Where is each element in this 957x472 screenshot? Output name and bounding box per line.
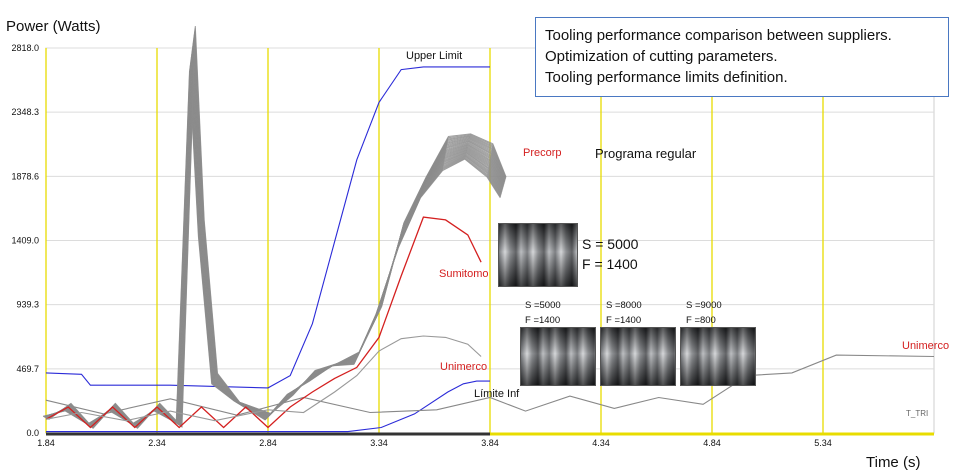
photo-1-f: F =1400 xyxy=(525,315,561,326)
annotation-programa-regular: Programa regular xyxy=(595,146,697,161)
series-curve xyxy=(42,70,501,425)
annotation-precorp: Precorp xyxy=(523,147,562,159)
y-axis-title: Power (Watts) xyxy=(6,18,100,35)
annotation-sumitomo: Sumitomo xyxy=(439,268,489,280)
y-tick-label: 1409.0 xyxy=(11,236,39,246)
series-curve xyxy=(44,61,502,426)
tool-photo-1 xyxy=(520,327,596,386)
tool-photo-main xyxy=(498,223,578,287)
series-curve xyxy=(44,58,503,426)
series-curve xyxy=(43,69,501,425)
x-tick-label: 5.34 xyxy=(814,438,832,448)
y-tick-label: 939.3 xyxy=(16,300,39,310)
series-curve xyxy=(47,30,506,429)
series-curve xyxy=(45,53,503,427)
series-curve xyxy=(43,67,502,425)
axis-layer: 0.0 469.7 939.3 1409.0 1878.6 2348.3 2818.0 1.8… xyxy=(11,43,934,448)
series-curve xyxy=(44,60,503,426)
photo-1-s: S =5000 xyxy=(525,300,561,311)
info-line-1: Tooling performance comparison between s… xyxy=(545,27,892,44)
series-curve xyxy=(43,63,502,426)
x-tick-label: 2.34 xyxy=(148,438,166,448)
grid-layer xyxy=(45,47,935,434)
series-curve xyxy=(47,32,506,429)
series-curve xyxy=(48,29,507,429)
info-line-2: Optimization of cutting parameters. xyxy=(545,48,778,65)
photo-2-s: S =8000 xyxy=(606,300,642,311)
info-box: Tooling performance comparison between s… xyxy=(535,17,949,97)
annotation-unimerco-mid: Unimerco xyxy=(440,361,487,373)
tool-photo-3 xyxy=(680,327,756,386)
tool-photo-2 xyxy=(600,327,676,386)
series-curve xyxy=(45,47,504,427)
photo-2-f: F =1400 xyxy=(606,315,642,326)
series-curve xyxy=(43,66,502,426)
x-tick-label: 4.84 xyxy=(703,438,721,448)
x-axis-title: Time (s) xyxy=(866,454,920,471)
y-tick-label: 2348.3 xyxy=(11,107,39,117)
y-tick-label: 1878.6 xyxy=(11,171,39,181)
photo-main-s: S = 5000 xyxy=(582,236,639,252)
series-curve xyxy=(45,50,504,427)
x-tick-label: 1.84 xyxy=(37,438,55,448)
annotation-upper-limit: Upper Limit xyxy=(406,50,462,62)
x-tick-label: 3.34 xyxy=(370,438,388,448)
photo-main-f: F = 1400 xyxy=(582,256,638,272)
series-sumitomo xyxy=(45,216,482,429)
x-tick-label: 3.84 xyxy=(481,438,499,448)
photo-3-s: S =9000 xyxy=(686,300,722,311)
series-unimerco xyxy=(45,335,482,422)
series-upper-limit xyxy=(45,66,490,389)
series-curve xyxy=(48,25,507,429)
y-tick-label: 2818.0 xyxy=(11,43,39,53)
photo-3-f: F =800 xyxy=(686,315,716,326)
series-curve xyxy=(45,49,504,427)
y-tick-label: 0.0 xyxy=(26,428,39,438)
annotation-unimerco-right: Unimerco xyxy=(902,340,949,352)
series-t-tri xyxy=(45,354,935,416)
series-l-mite-inf xyxy=(46,380,490,433)
series-curve xyxy=(43,64,502,426)
series-curve xyxy=(45,52,504,427)
series-curve xyxy=(48,27,507,429)
series-layer xyxy=(42,25,935,433)
x-tick-label: 4.34 xyxy=(592,438,610,448)
series-precorp xyxy=(42,25,507,429)
annotation-t-tri: T_TRI xyxy=(906,409,928,418)
y-tick-label: 469.7 xyxy=(16,364,39,374)
x-tick-label: 2.84 xyxy=(259,438,277,448)
annotation-limite-inf: Límite Inf xyxy=(474,388,520,400)
info-line-3: Tooling performance limits definition. xyxy=(545,69,788,86)
